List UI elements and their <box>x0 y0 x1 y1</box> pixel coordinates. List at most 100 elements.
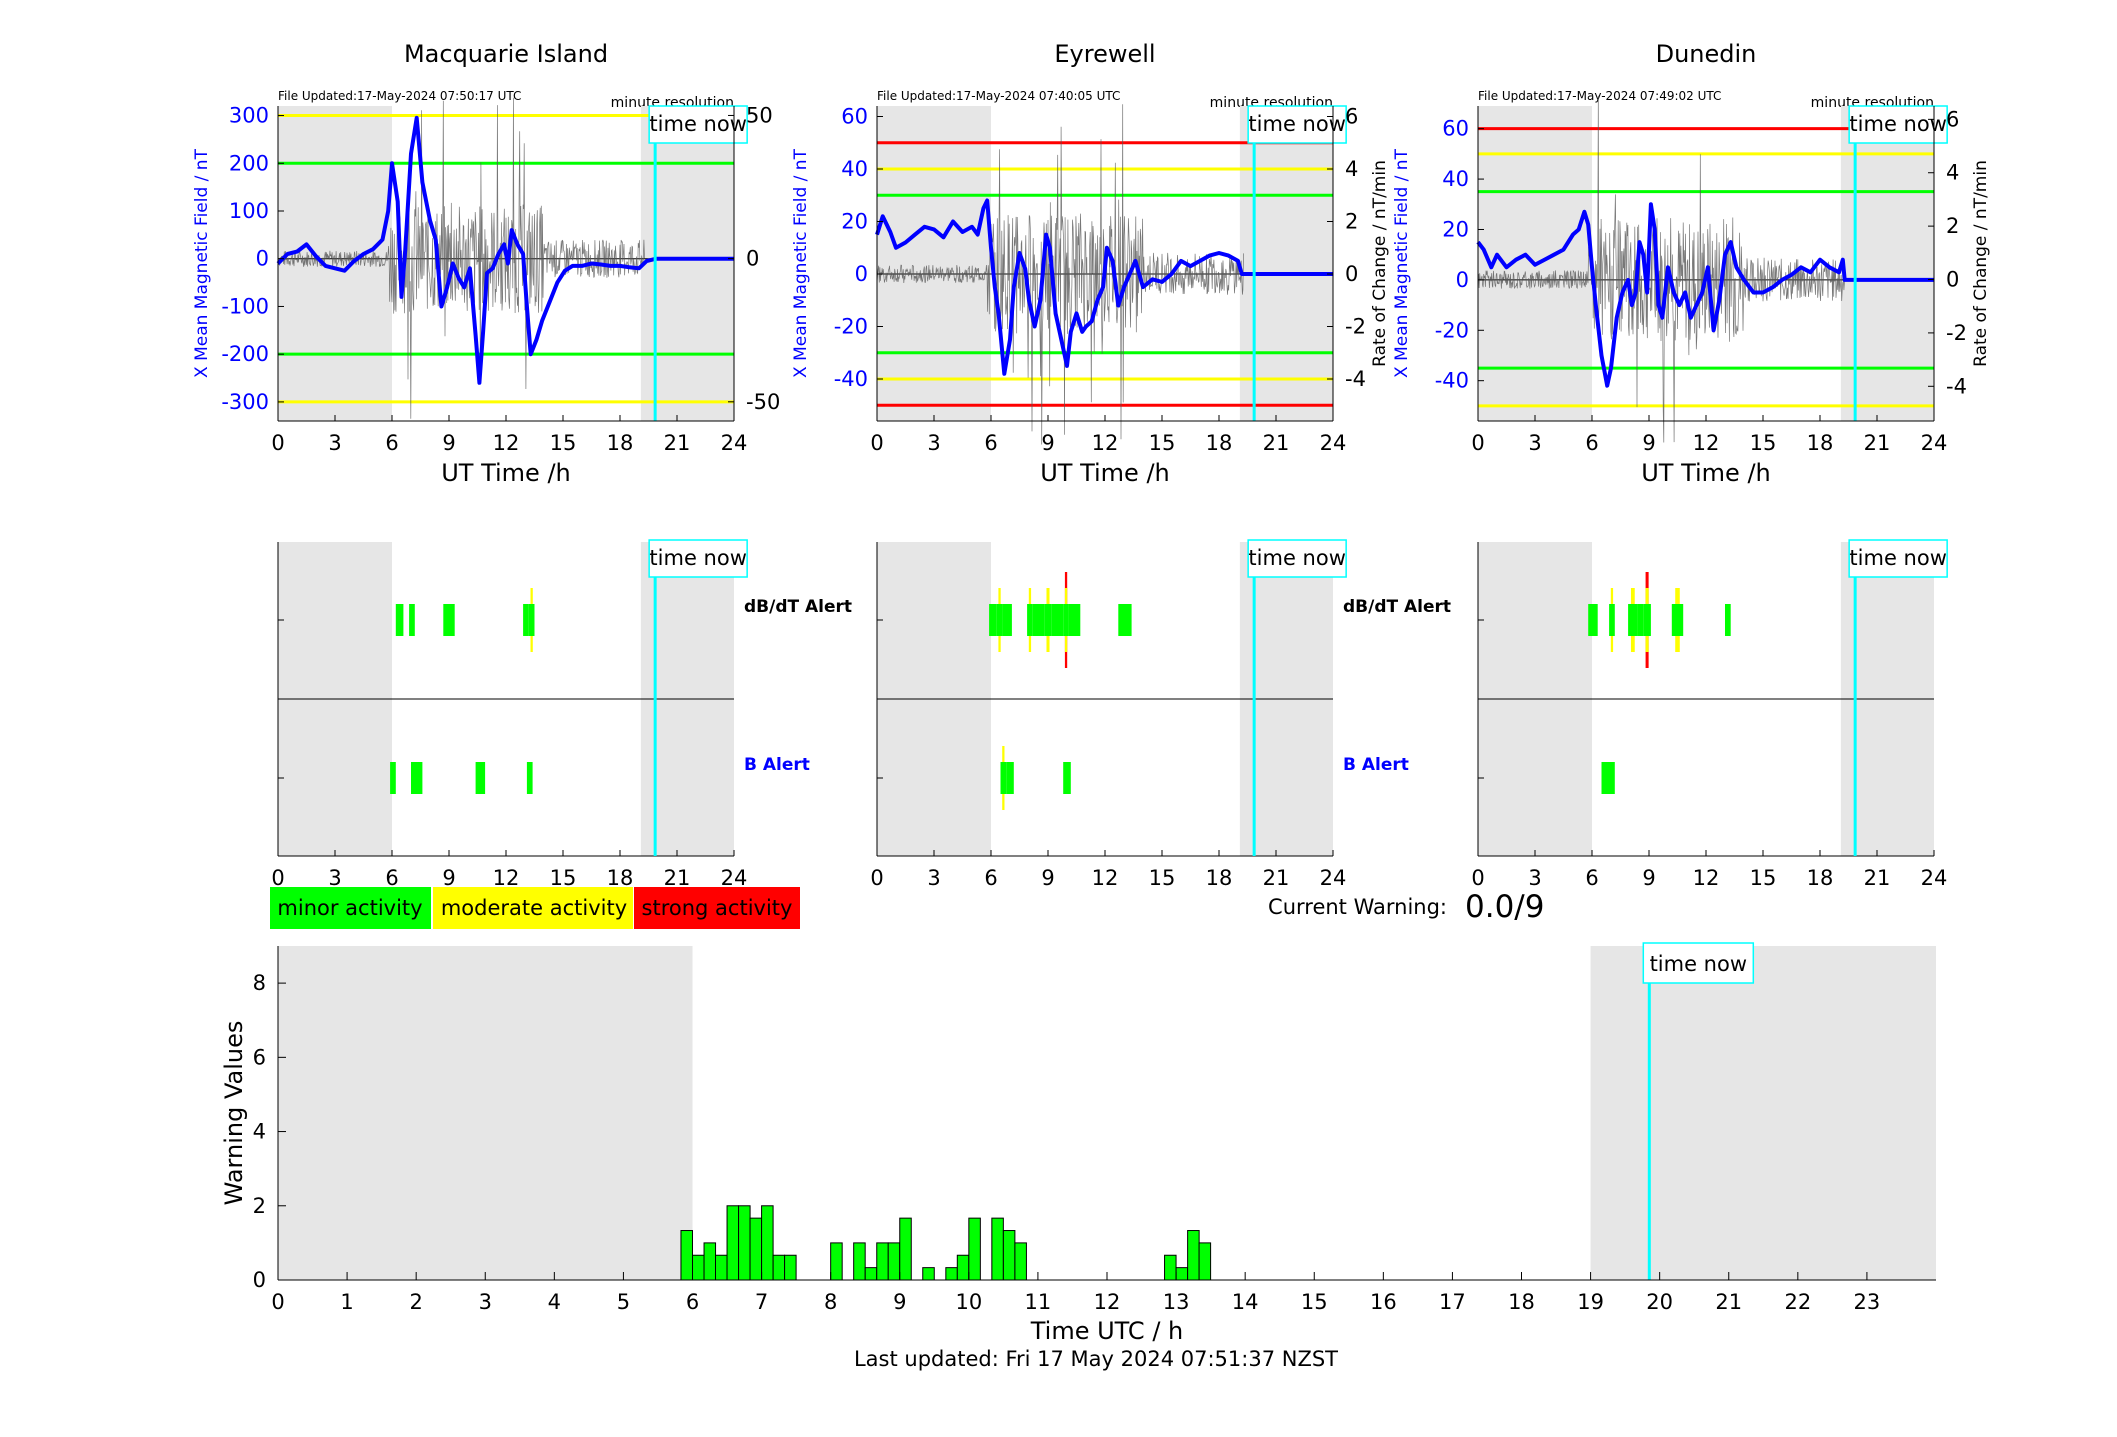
x-field-trace <box>276 115 734 385</box>
y-left-tick-label: 60 <box>1442 117 1469 141</box>
y-right-axis-title: Rate of Change / nT/min <box>1370 160 1390 367</box>
dbdt-alert-bar-minor <box>1588 604 1598 636</box>
warning-bar <box>680 1230 693 1281</box>
warning-bar <box>1164 1254 1177 1281</box>
x-tick-label: 15 <box>550 866 577 890</box>
warning-bar <box>991 1217 1004 1281</box>
dbdt-alert-bar-minor <box>1643 604 1651 636</box>
x-tick-label: 15 <box>1149 866 1176 890</box>
x-tick-label: 21 <box>664 866 691 890</box>
y-right-tick-label: 4 <box>1345 157 1358 181</box>
y-left-tick-label: -40 <box>834 367 868 391</box>
y-left-axis-title: X Mean Magnetic Field / nT <box>1392 148 1412 378</box>
activity-legend: minor activity moderate activity strong … <box>270 887 800 929</box>
x-tick-label: 6 <box>385 431 398 455</box>
warning-bar <box>726 1205 740 1281</box>
warning-bar <box>864 1267 878 1281</box>
time-now-box <box>648 539 748 578</box>
x-tick-label: 3 <box>1528 866 1541 890</box>
warning-bar <box>738 1205 751 1281</box>
x-tick-label: 12 <box>1092 431 1119 455</box>
b-alert-bar-minor <box>411 762 423 794</box>
warning-bar <box>772 1254 786 1281</box>
dbdt-alert-bar-minor <box>1063 604 1069 636</box>
dbdt-alert-label: dB/dT Alert <box>744 597 852 617</box>
x-tick-label: 18 <box>1206 866 1233 890</box>
time-now-box <box>1247 539 1347 578</box>
x-tick-label: 6 <box>1585 431 1598 455</box>
night-shade <box>877 106 991 421</box>
last-updated: Last updated: Fri 17 May 2024 07:51:37 N… <box>854 1347 1338 1371</box>
x-tick-label: 24 <box>1320 431 1347 455</box>
dbdt-alert-bar-minor <box>1002 604 1012 636</box>
x-tick-label: 12 <box>493 866 520 890</box>
x-axis-title: UT Time /h <box>1641 459 1771 487</box>
x-tick-label: 9 <box>1041 431 1054 455</box>
x-tick-label: 21 <box>1263 866 1290 890</box>
dbdt-alert-bar-minor <box>528 604 535 636</box>
x-tick-label: 15 <box>1301 1290 1328 1314</box>
x-tick-label: 24 <box>721 431 748 455</box>
b-alert-bar-minor <box>475 762 486 794</box>
x-tick-label: 15 <box>1750 431 1777 455</box>
x-tick-label: 0 <box>271 431 284 455</box>
warning-bar <box>956 1254 970 1281</box>
dbdt-alert-bar-minor <box>1637 604 1644 636</box>
time-now-label: time now <box>649 546 746 570</box>
station-panel: Dunedin File Updated:17-May-2024 07:49:02… <box>1392 40 1991 487</box>
x-tick-label: 18 <box>1508 1290 1535 1314</box>
rate-of-change-trace <box>1477 95 1845 443</box>
y-tick-label: 0 <box>253 1268 266 1292</box>
y-right-tick-label: 0 <box>1946 268 1959 292</box>
warning-bar <box>1175 1267 1189 1281</box>
night-shade <box>1590 946 1936 1280</box>
legend-moderate-label: moderate activity <box>441 896 627 920</box>
dbdt-alert-bar-minor <box>1068 604 1081 636</box>
x-tick-label: 2 <box>409 1290 422 1314</box>
y-right-axis-title: Rate of Change / nT/min <box>1971 160 1991 367</box>
x-tick-label: 18 <box>1206 431 1233 455</box>
x-tick-label: 3 <box>328 431 341 455</box>
x-tick-label: 14 <box>1232 1290 1259 1314</box>
file-updated-label: File Updated:17-May-2024 07:40:05 UTC <box>877 89 1120 103</box>
dbdt-alert-bar-minor <box>1725 604 1731 636</box>
warning-bar <box>784 1254 797 1281</box>
y-left-tick-label: 300 <box>229 104 269 128</box>
x-tick-label: 12 <box>1092 866 1119 890</box>
x-tick-label: 12 <box>493 431 520 455</box>
x-tick-label: 21 <box>1715 1290 1742 1314</box>
b-alert-label: B Alert <box>1343 755 1409 775</box>
warning-bar <box>703 1242 717 1281</box>
x-tick-label: 13 <box>1163 1290 1190 1314</box>
y-left-tick-label: -20 <box>834 315 868 339</box>
time-now-label: time now <box>1248 546 1345 570</box>
x-tick-label: 6 <box>984 431 997 455</box>
b-alert-bar-minor <box>1063 762 1071 794</box>
x-tick-label: 0 <box>870 431 883 455</box>
b-alert-label: B Alert <box>744 755 810 775</box>
y-left-tick-label: 60 <box>841 105 868 129</box>
dbdt-alert-bar-minor <box>1671 604 1684 636</box>
rate-of-change-trace <box>277 97 645 419</box>
y-tick-label: 4 <box>253 1120 266 1144</box>
x-tick-label: 21 <box>1864 866 1891 890</box>
y-left-tick-label: 20 <box>841 210 868 234</box>
dbdt-alert-label: dB/dT Alert <box>1343 597 1451 617</box>
x-tick-label: 21 <box>1864 431 1891 455</box>
x-tick-label: 15 <box>1750 866 1777 890</box>
x-tick-label: 3 <box>328 866 341 890</box>
station-title: Eyrewell <box>1054 40 1155 68</box>
x-tick-label: 17 <box>1439 1290 1466 1314</box>
file-updated-label: File Updated:17-May-2024 07:50:17 UTC <box>278 89 521 103</box>
x-axis-title: Time UTC / h <box>1030 1317 1184 1345</box>
legend-minor-label: minor activity <box>277 896 422 920</box>
b-alert-bar-minor <box>526 762 533 794</box>
x-tick-label: 6 <box>686 1290 699 1314</box>
x-tick-label: 19 <box>1577 1290 1604 1314</box>
x-tick-label: 23 <box>1854 1290 1881 1314</box>
y-left-tick-label: 40 <box>841 157 868 181</box>
time-now-label: time now <box>1650 952 1747 976</box>
y-left-tick-label: -300 <box>221 390 269 414</box>
warning-bar <box>830 1242 843 1281</box>
x-tick-label: 0 <box>1471 431 1484 455</box>
